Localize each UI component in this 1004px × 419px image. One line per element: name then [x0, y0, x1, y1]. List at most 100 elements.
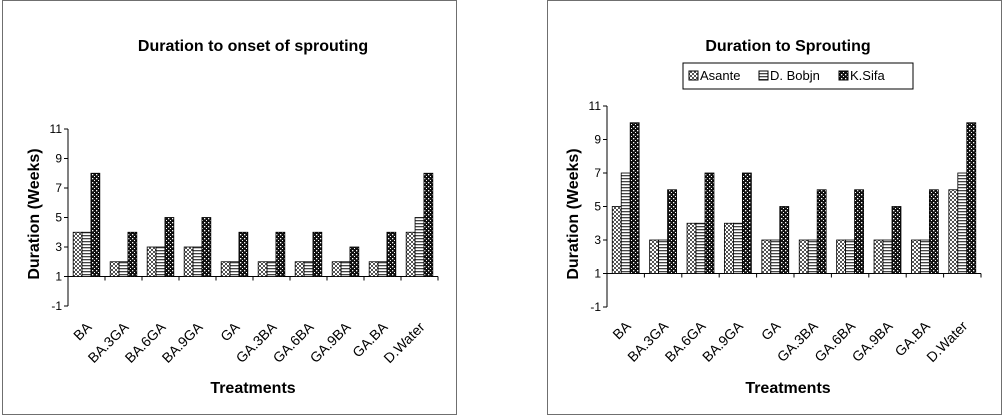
x-axis-title: Treatments [210, 380, 295, 397]
y-tick-label: 7 [55, 181, 62, 195]
y-tick-label: 1 [594, 267, 601, 281]
chart-title: Duration to onset of sprouting [138, 38, 368, 55]
bar-series-a [220, 261, 231, 277]
legend-label-asante: Asante [700, 68, 740, 83]
bar-series-c [423, 172, 434, 277]
bar-series-b [155, 246, 166, 277]
bar-series-a [368, 261, 379, 277]
y-tick-label: -1 [590, 300, 601, 314]
bar-series-c [741, 172, 752, 274]
x-tick-label: BA [70, 318, 95, 343]
bar-series-a [686, 222, 697, 274]
x-tick-label: GA [758, 317, 784, 343]
y-axis-title: Duration (Weeks) [565, 148, 582, 279]
y-tick-label: 5 [55, 211, 62, 225]
x-tick-label: BA [609, 317, 634, 342]
x-tick-label: GA.9BA [849, 317, 897, 365]
bar-series-c [386, 231, 397, 277]
bar-series-c [312, 231, 323, 277]
y-tick-label: 5 [594, 200, 601, 214]
bar-series-b [882, 239, 893, 274]
y-tick-label: 7 [594, 166, 601, 180]
y-axis-title: Duration (Weeks) [26, 148, 43, 279]
bar-series-b [229, 261, 240, 277]
bar-series-c [928, 189, 939, 274]
bar-series-a [146, 246, 157, 277]
bar-series-b [266, 261, 277, 277]
bar-series-b [340, 261, 351, 277]
bar-series-a [405, 231, 416, 277]
bar-series-c [891, 206, 902, 274]
bar-series-a [331, 261, 342, 277]
bar-series-c [816, 189, 827, 274]
legend-label-k-sifa: K.Sifa [850, 68, 885, 83]
bar-series-c [349, 246, 360, 277]
bar-series-c [201, 217, 212, 277]
bar-series-a [72, 231, 83, 277]
bar-series-b [414, 217, 425, 277]
x-axis-title: Treatments [745, 380, 830, 397]
bar-series-c [238, 231, 249, 277]
bar-series-a [798, 239, 809, 274]
chart-left: Duration to onset of sprouting -1 1 3 5 7 9 11… [26, 38, 439, 397]
x-tick-label: D.Water [923, 318, 970, 365]
bar-series-a [836, 239, 847, 274]
legend-swatch-k-sifa [838, 70, 849, 81]
bar-series-c [275, 231, 286, 277]
legend: Asante D. Bobjn K.Sifa [682, 62, 914, 90]
bar-series-a [948, 189, 959, 274]
bar-series-a [257, 261, 268, 277]
bar-series-a [761, 239, 772, 274]
y-tick-label: 11 [589, 99, 602, 113]
bar-series-b [770, 239, 781, 274]
bar-series-a [911, 239, 921, 274]
bar-series-b [81, 231, 92, 277]
x-tick-label: GA.9BA [307, 318, 355, 366]
bar-series-a [724, 222, 734, 274]
y-tick-label: 1 [55, 270, 62, 284]
chart-title: Duration to Sprouting [705, 38, 870, 55]
x-tick-label: GA [217, 318, 243, 344]
bar-series-b [695, 222, 706, 274]
bar-series-c [966, 122, 977, 274]
bar-series-a [294, 261, 305, 277]
y-tick-label: 11 [50, 122, 63, 136]
bar-series-c [667, 189, 677, 274]
bar-series-b [377, 261, 388, 277]
bar-series-b [957, 172, 968, 274]
bar-series-b [658, 239, 668, 274]
legend-swatch-asante [688, 70, 699, 81]
bar-series-b [807, 239, 818, 274]
bar-series-c [629, 122, 640, 274]
bar-series-c [704, 172, 715, 274]
y-tick-label: 9 [55, 152, 62, 166]
bar-series-b [118, 261, 129, 277]
bar-series-c [164, 217, 175, 277]
bar-series-b [620, 172, 631, 274]
chart-panel-right: Duration to Sprouting Asante D. Bobjn K.… [547, 0, 1002, 415]
bar-series-b [920, 239, 930, 274]
legend-box [682, 62, 914, 90]
y-tick-label: 9 [594, 133, 601, 147]
bar-series-c [127, 231, 138, 277]
chart-right: Duration to Sprouting Asante D. Bobjn K.… [565, 38, 982, 397]
legend-label-d-bobjn: D. Bobjn [770, 68, 820, 83]
bar-series-a [649, 239, 660, 274]
x-tick-label: D.Water [380, 319, 427, 366]
bar-series-b [192, 246, 203, 277]
bar-series-c [854, 189, 864, 274]
bar-series-c [90, 172, 101, 277]
bar-series-a [109, 261, 120, 277]
bar-series-b [733, 222, 743, 274]
bar-series-b [845, 239, 855, 274]
y-tick-label: 3 [594, 233, 601, 247]
x-tick-label: BA.9GA [159, 318, 207, 366]
bar-series-c [779, 206, 790, 274]
legend-swatch-d-bobjn [758, 70, 769, 81]
bar-series-b [303, 261, 314, 277]
bar-series-a [611, 206, 622, 274]
x-tick-label: BA.9GA [699, 317, 747, 365]
y-tick-label: -1 [51, 299, 62, 313]
bar-series-a [873, 239, 884, 274]
bar-series-a [183, 246, 194, 277]
